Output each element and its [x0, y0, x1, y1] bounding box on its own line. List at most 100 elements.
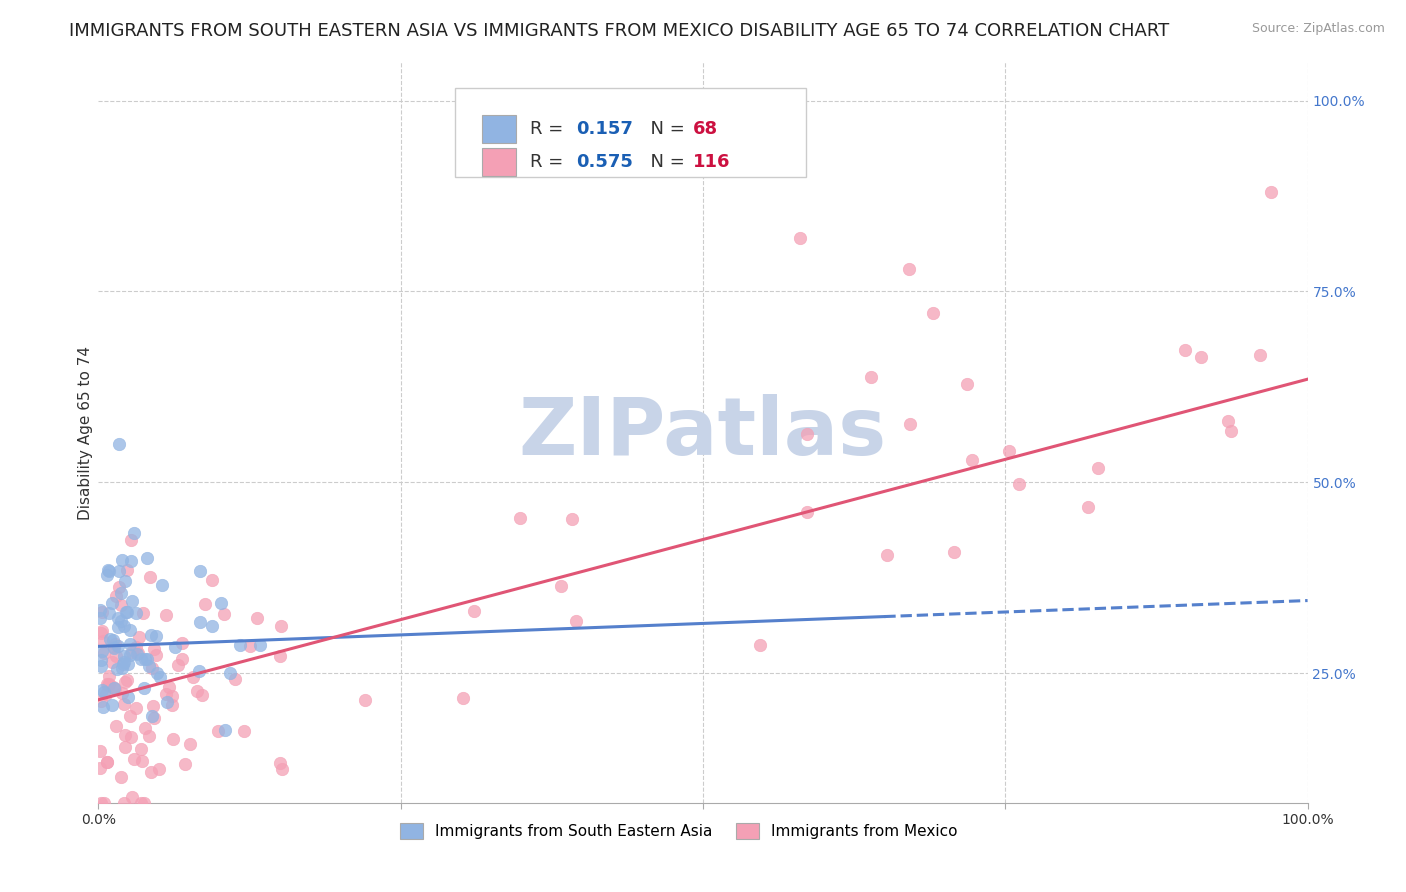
Point	[125, 640, 148, 655]
Point	[111, 553, 134, 567]
Point	[101, 596, 124, 610]
Point	[170, 651, 193, 665]
Point	[90, 653, 112, 667]
Point	[143, 641, 166, 656]
Point	[188, 615, 211, 629]
Point	[173, 757, 195, 772]
Text: N =: N =	[638, 120, 690, 138]
Point	[246, 610, 269, 624]
Text: N =: N =	[638, 153, 690, 171]
Point	[1216, 414, 1239, 428]
Point	[1249, 348, 1271, 362]
Point	[789, 231, 811, 245]
Point	[100, 655, 122, 669]
Point	[105, 590, 128, 604]
Point	[451, 691, 474, 706]
Point	[131, 754, 153, 768]
Point	[138, 658, 160, 673]
Point	[110, 770, 132, 784]
Point	[90, 644, 112, 658]
Point	[107, 639, 129, 653]
Point	[128, 630, 150, 644]
Point	[100, 698, 122, 712]
Point	[354, 692, 377, 706]
Point	[121, 790, 143, 805]
Point	[165, 640, 187, 655]
Point	[90, 796, 112, 810]
Text: 116: 116	[693, 153, 731, 171]
Point	[167, 657, 190, 672]
Point	[90, 625, 112, 640]
Point	[141, 709, 163, 723]
Point	[138, 729, 160, 743]
Point	[120, 533, 142, 547]
Point	[796, 504, 818, 518]
Point	[97, 677, 120, 691]
Point	[91, 633, 114, 648]
Point	[114, 674, 136, 689]
Point	[132, 796, 155, 810]
Point	[104, 681, 127, 696]
Point	[129, 652, 152, 666]
Y-axis label: Disability Age 65 to 74: Disability Age 65 to 74	[77, 345, 93, 520]
Point	[96, 755, 118, 769]
Point	[898, 417, 921, 431]
Text: ZIPatlas: ZIPatlas	[519, 393, 887, 472]
Point	[90, 694, 112, 708]
Point	[118, 624, 141, 638]
Point	[134, 721, 156, 735]
Point	[207, 724, 229, 739]
Point	[201, 573, 224, 587]
Point	[134, 652, 156, 666]
Point	[90, 605, 112, 619]
Point	[149, 670, 172, 684]
Point	[89, 760, 111, 774]
Point	[105, 662, 128, 676]
Point	[1220, 425, 1243, 439]
Text: IMMIGRANTS FROM SOUTH EASTERN ASIA VS IMMIGRANTS FROM MEXICO DISABILITY AGE 65 T: IMMIGRANTS FROM SOUTH EASTERN ASIA VS IM…	[69, 22, 1168, 40]
Point	[107, 611, 129, 625]
Point	[157, 681, 180, 695]
Point	[509, 511, 531, 525]
Point	[97, 563, 120, 577]
Point	[188, 564, 211, 578]
Point	[120, 731, 142, 745]
Point	[118, 648, 141, 662]
Point	[121, 593, 143, 607]
Legend: Immigrants from South Eastern Asia, Immigrants from Mexico: Immigrants from South Eastern Asia, Immi…	[392, 815, 965, 847]
Point	[124, 752, 146, 766]
Point	[269, 648, 291, 663]
Point	[117, 673, 139, 688]
Point	[93, 685, 115, 699]
Point	[91, 624, 114, 639]
Point	[214, 723, 236, 737]
Point	[270, 619, 292, 633]
Point	[956, 376, 979, 391]
Point	[93, 796, 115, 810]
Point	[112, 698, 135, 712]
Point	[219, 666, 242, 681]
Point	[160, 698, 183, 712]
Point	[107, 564, 129, 578]
Point	[101, 633, 124, 648]
Point	[107, 620, 129, 634]
Point	[91, 700, 114, 714]
Point	[105, 719, 128, 733]
Point	[229, 638, 252, 652]
Point	[117, 657, 139, 672]
Point	[148, 762, 170, 776]
Point	[129, 796, 152, 810]
Point	[186, 684, 208, 698]
Point	[172, 636, 194, 650]
Point	[96, 568, 118, 582]
Point	[108, 437, 131, 451]
Point	[860, 370, 883, 384]
Point	[90, 658, 112, 673]
Point	[162, 689, 184, 703]
Point	[1174, 343, 1197, 358]
Point	[108, 580, 131, 594]
FancyBboxPatch shape	[482, 115, 516, 143]
Point	[97, 678, 120, 692]
Point	[96, 755, 118, 769]
Point	[120, 554, 142, 568]
